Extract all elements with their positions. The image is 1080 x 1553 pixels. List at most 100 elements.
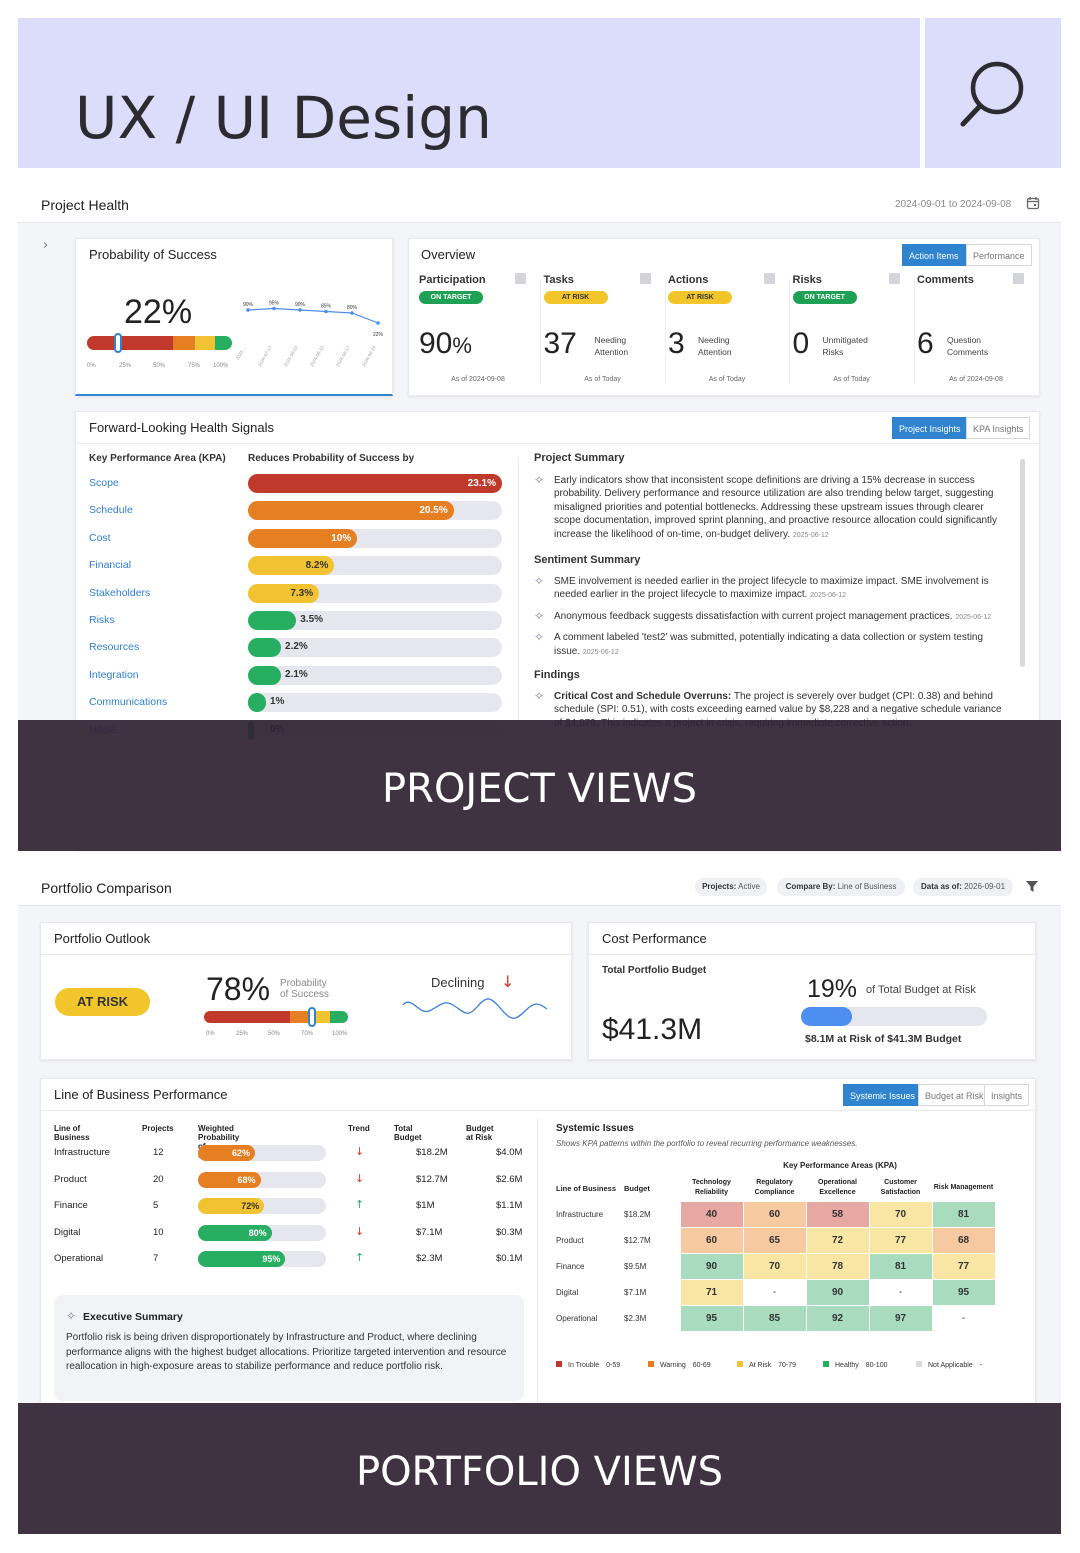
heat-cell[interactable]: 70 [742,1252,807,1280]
lob-projects: 7 [153,1253,159,1264]
col-projects: Projects [142,1124,174,1133]
heat-cell[interactable]: 95 [679,1304,744,1332]
filter-chip[interactable]: Projects: Active [695,878,767,896]
kpa-bar-fill: 8.2% [248,556,335,576]
card-subtext: Unmitigated Risks [822,335,868,357]
trend-date-label: 2024-... [236,345,247,361]
heat-cell[interactable]: 77 [868,1226,933,1254]
heat-cell[interactable]: - [931,1304,996,1332]
outlook-value: 78% [206,971,271,1007]
card-subtext: Needing Attention [698,335,732,357]
heat-cell[interactable]: 72 [805,1226,870,1254]
tab-insights[interactable]: Insights [984,1084,1030,1106]
heat-cell[interactable]: 40 [679,1200,744,1228]
kpa-bar: 7.3% [248,583,502,603]
search-button[interactable] [925,18,1061,168]
comment-icon[interactable] [515,273,526,284]
kpa-bar-fill [248,693,266,713]
heat-cell[interactable]: 65 [742,1226,807,1254]
heat-cell[interactable]: 58 [805,1200,870,1228]
portfolio-views-banner: PORTFOLIO VIEWS [18,1403,1061,1534]
heat-cell[interactable]: 78 [805,1252,870,1280]
tab-action-items[interactable]: Action Items [902,244,966,266]
tab-kpa-insights[interactable]: KPA Insights [966,417,1031,439]
heat-col-header: Risk Management [933,1183,994,1191]
kpa-link[interactable]: Integration [89,668,139,681]
arrow-up-icon: ↑ [355,1198,365,1211]
systemic-title: Systemic Issues [556,1123,634,1134]
filter-icon[interactable] [1026,881,1038,892]
comment-icon[interactable] [764,273,775,284]
heat-cell[interactable]: 77 [931,1252,996,1280]
tab-systemic-issues[interactable]: Systemic Issues [843,1084,923,1106]
heat-row-budget: $12.7M [624,1235,651,1245]
heat-cell[interactable]: 81 [931,1200,996,1228]
lob-budget: $2.3M [416,1253,443,1264]
sentiment-item: ✧ SME involvement is needed earlier in th… [534,573,989,600]
heat-cell[interactable]: - [868,1278,933,1306]
heat-cell[interactable]: 60 [742,1200,807,1228]
kpa-link[interactable]: Cost [89,531,111,544]
overview-title: Overview [421,247,476,262]
trend-point-label: 95% [269,301,280,307]
heat-row: Operational $2.3M 95 85 92 97- [556,1304,996,1332]
lob-pos-bar: 62% [198,1145,326,1161]
heat-cell[interactable]: 81 [868,1252,933,1280]
tab-budget-at-risk[interactable]: Budget at Risk [918,1084,991,1106]
heat-col-budget: Budget [624,1183,650,1193]
chevron-right-icon[interactable]: › [43,238,49,253]
calendar-icon[interactable] [1026,196,1040,210]
probability-value: 22% [124,293,193,331]
card-value: 37 [543,327,577,360]
lob-row[interactable]: Digital 10 80% ↓ $7.1M $0.3M [54,1224,529,1241]
heat-cell[interactable]: 90 [679,1252,744,1280]
date-range[interactable]: 2024-09-01 to 2024-09-08 [895,199,1012,210]
card-value: 0 [792,327,810,360]
overview-panel: Overview Action Items Performance Partic… [408,238,1040,396]
heat-row: Product $12.7M 60 65 72 77 68 [556,1226,996,1254]
legend-swatch [648,1361,654,1367]
kpa-link[interactable]: Scope [89,477,119,489]
card-title: Tasks [543,274,574,286]
heat-cell[interactable]: 85 [742,1304,807,1332]
card-value: 90% [419,327,472,360]
filter-chip[interactable]: Data as of: 2026-09-01 [913,878,1013,896]
portfolio-views-label: PORTFOLIO VIEWS [355,1449,724,1495]
filter-chip[interactable]: Compare By: Line of Business [777,878,905,896]
lob-row[interactable]: Product 20 68% ↓ $12.7M $2.6M [54,1171,529,1188]
kpa-link[interactable]: Resources [89,641,140,654]
signals-title: Forward-Looking Health Signals [89,420,274,435]
lob-row[interactable]: Infrastructure 12 62% ↓ $18.2M $4.0M [54,1145,529,1161]
lob-name: Finance [54,1200,88,1211]
scrollbar[interactable] [1020,459,1025,667]
kpa-link[interactable]: Stakeholders [89,586,151,599]
legend-swatch [916,1361,922,1367]
lob-projects: 10 [153,1226,164,1238]
heat-cell[interactable]: 90 [805,1278,870,1306]
comment-icon[interactable] [639,273,651,284]
heat-cell[interactable]: - [742,1278,807,1306]
lob-row[interactable]: Finance 5 72% ↑ $1M $1.1M [54,1198,529,1214]
portfolio-title: Portfolio Comparison [41,880,172,896]
heat-cell[interactable]: 60 [679,1226,744,1254]
lob-row[interactable]: Operational 7 95% ↑ $2.3M $0.1M [54,1251,529,1267]
risk-bar [801,1007,987,1026]
heat-cell[interactable]: 68 [931,1226,996,1254]
lob-budget: $18.2M [416,1147,448,1158]
tab-performance[interactable]: Performance [966,244,1032,266]
heat-cell[interactable]: 71 [679,1278,744,1306]
heat-cell[interactable]: 70 [868,1200,933,1228]
kpa-bar-fill: 23.1% [248,474,502,493]
comment-icon[interactable] [1013,273,1024,284]
kpa-link[interactable]: Risks [89,614,115,626]
kpa-link[interactable]: Schedule [89,504,133,517]
tab-project-insights[interactable]: Project Insights [892,417,968,439]
kpa-column-header: Key Performance Area (KPA) [89,453,226,464]
kpa-link[interactable]: Financial [89,559,132,572]
heat-cell[interactable]: 97 [868,1304,933,1332]
kpa-bar-fill [248,611,297,630]
heat-cell[interactable]: 92 [805,1304,870,1332]
comment-icon[interactable] [888,273,900,284]
heat-cell[interactable]: 95 [931,1278,996,1306]
kpa-link[interactable]: Communications [89,696,168,709]
